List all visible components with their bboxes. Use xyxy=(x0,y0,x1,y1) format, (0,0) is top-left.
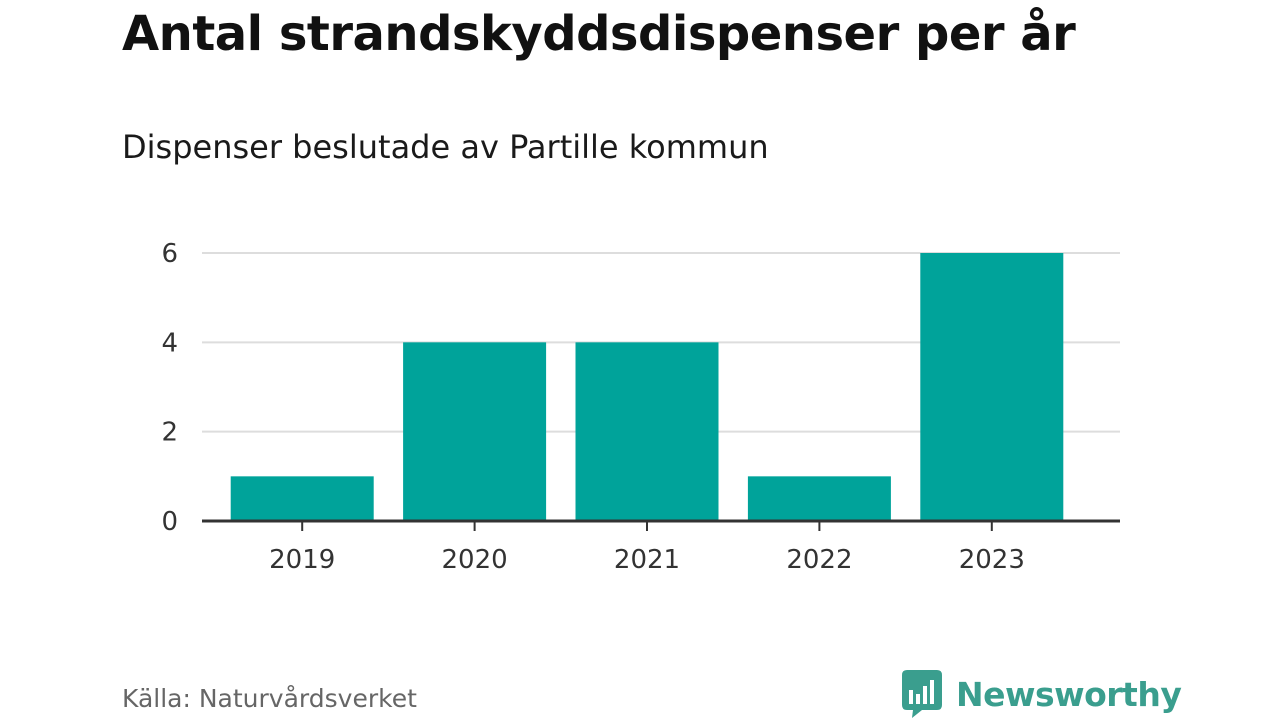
y-tick-label: 6 xyxy=(161,239,178,269)
x-tick-label: 2022 xyxy=(786,545,852,575)
y-tick-label: 2 xyxy=(161,418,178,448)
bar-2023 xyxy=(920,253,1064,521)
x-tick-label: 2021 xyxy=(614,545,680,575)
brand-name: Newsworthy xyxy=(956,674,1182,714)
chart-title: Antal strandskyddsdispenser per år xyxy=(122,6,1076,62)
x-tick-label: 2020 xyxy=(442,545,508,575)
x-tick-label: 2019 xyxy=(269,545,335,575)
bar-2021 xyxy=(575,342,719,521)
bar-2020 xyxy=(403,342,547,521)
bar-2022 xyxy=(747,476,891,521)
bar-2019 xyxy=(230,476,374,521)
y-tick-label: 0 xyxy=(161,507,178,537)
x-tick-label: 2023 xyxy=(959,545,1025,575)
chart-subtitle: Dispenser beslutade av Partille kommun xyxy=(122,128,769,166)
newsworthy-logo-icon xyxy=(902,670,942,718)
source-note: Källa: Naturvårdsverket xyxy=(122,684,417,713)
newsworthy-logo: Newsworthy xyxy=(902,670,1182,718)
y-tick-label: 4 xyxy=(161,328,178,358)
